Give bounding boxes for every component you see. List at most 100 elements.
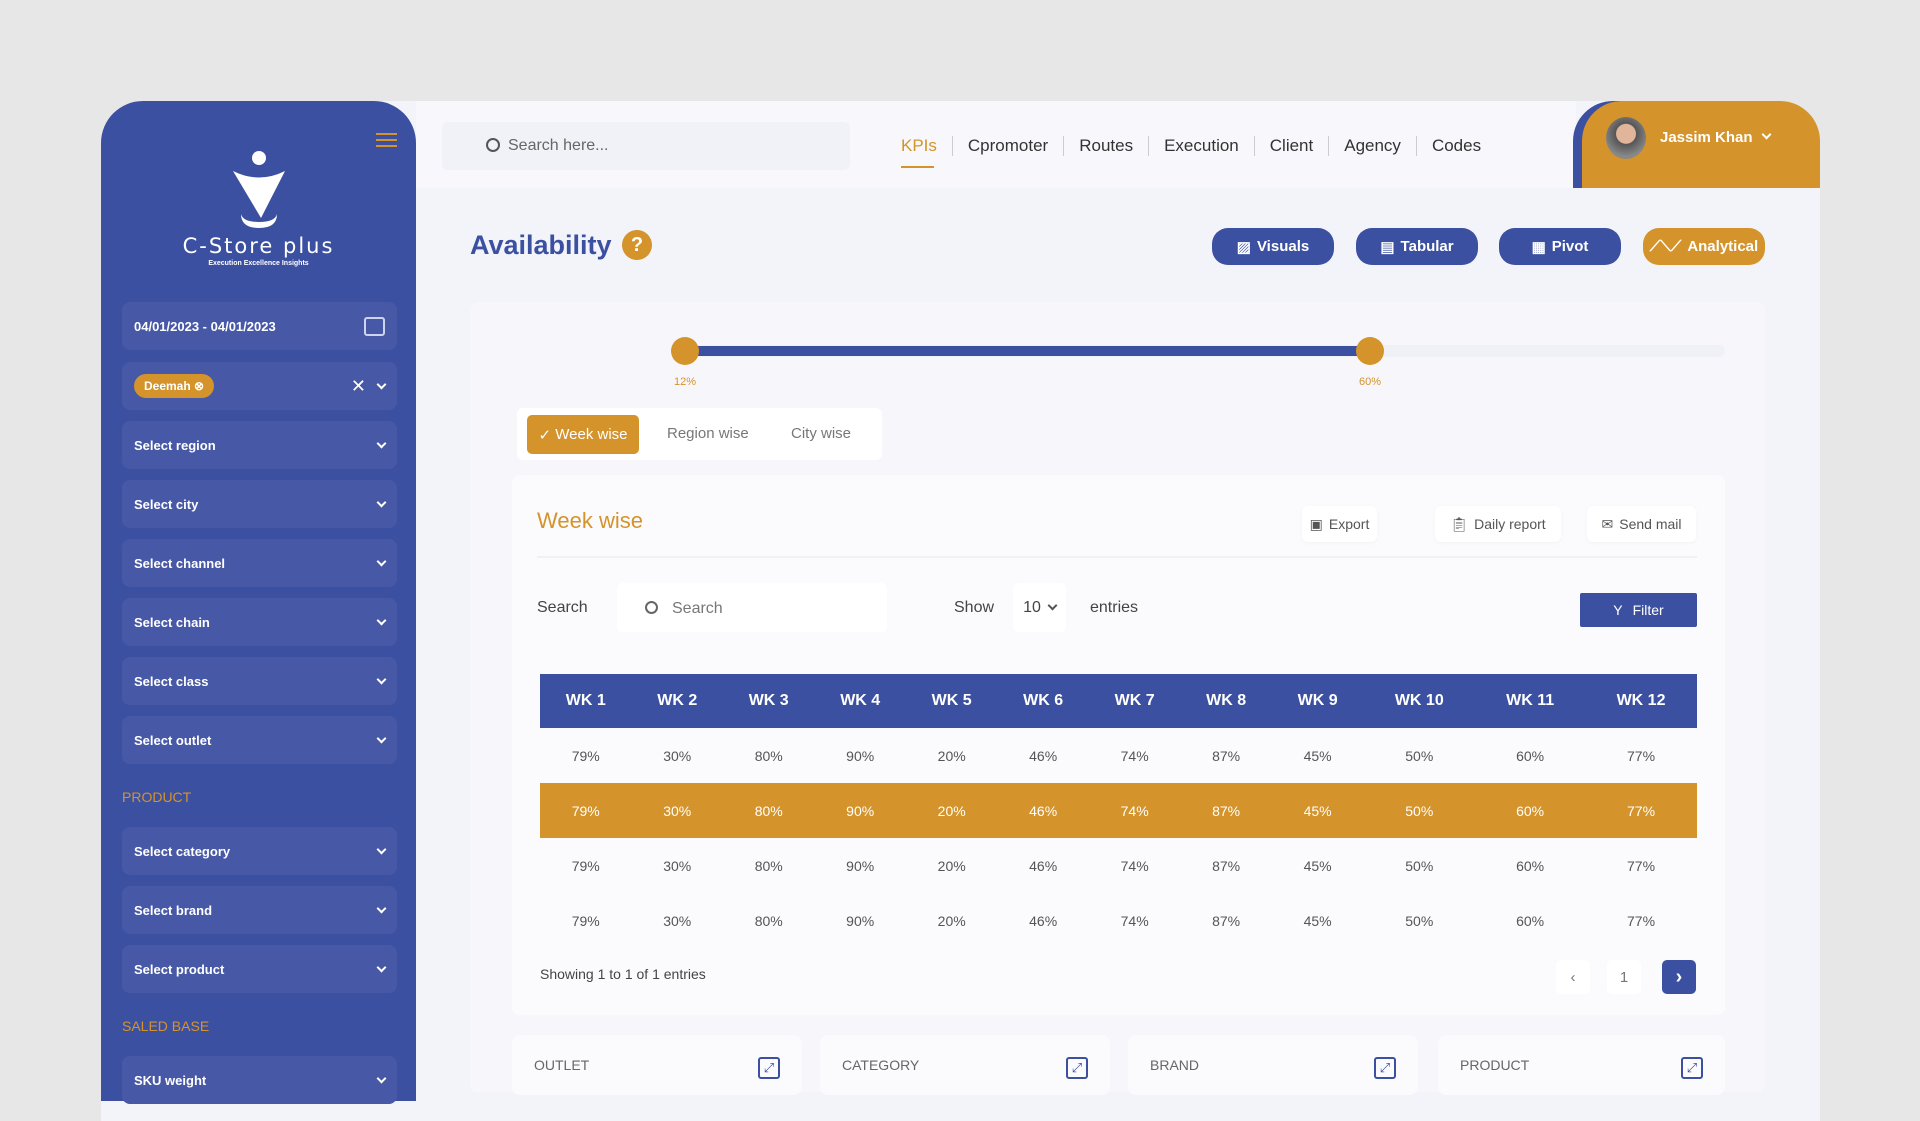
- city-select[interactable]: Select city: [122, 480, 397, 528]
- column-header[interactable]: WK 11: [1475, 674, 1586, 728]
- user-menu[interactable]: Jassim Khan: [1582, 101, 1820, 188]
- tab-region-wise[interactable]: Region wise: [667, 425, 749, 442]
- analytical-button[interactable]: ⟋⟍⟋ Analytical: [1643, 228, 1765, 265]
- showing-entries: Showing 1 to 1 of 1 entries: [540, 966, 706, 982]
- expand-icon[interactable]: ⤢: [1066, 1057, 1088, 1079]
- button-label: Analytical: [1687, 238, 1759, 255]
- global-search[interactable]: Search here...: [442, 122, 850, 170]
- tabular-button[interactable]: ▤ Tabular: [1356, 228, 1478, 265]
- table-row[interactable]: 79% 30% 80% 90% 20% 46% 74% 87% 45% 50% 60% 77%: [540, 728, 1697, 783]
- chevron-down-icon: [376, 438, 387, 448]
- clear-icon[interactable]: ✕: [350, 375, 366, 396]
- chevron-down-icon: [376, 497, 387, 507]
- table-row[interactable]: 79% 30% 80% 90% 20% 46% 74% 87% 45% 50% 60% 77%: [540, 893, 1697, 948]
- expand-icon[interactable]: ⤢: [1681, 1057, 1703, 1079]
- logo-icon: [233, 151, 285, 228]
- entries-label: entries: [1090, 599, 1139, 616]
- table-cell: 45%: [1303, 857, 1332, 874]
- column-header[interactable]: WK 6: [997, 674, 1089, 728]
- table-row[interactable]: 79% 30% 80% 90% 20% 46% 74% 87% 45% 50% 60% 77%: [540, 838, 1697, 893]
- table-cell: 74%: [1120, 912, 1149, 929]
- filter-icon: Y: [1613, 602, 1623, 618]
- filter-button[interactable]: Y Filter: [1580, 593, 1697, 627]
- tab-city-wise[interactable]: City wise: [791, 425, 852, 442]
- table-cell: 30%: [631, 783, 723, 838]
- chevron-down-icon: [376, 674, 387, 684]
- table-cell: 79%: [571, 747, 600, 764]
- nav-cpromoter[interactable]: Cpromoter: [951, 136, 1063, 156]
- column-header[interactable]: WK 9: [1271, 674, 1364, 728]
- table-cell: 79%: [571, 857, 600, 874]
- top-nav: KPIs Cpromoter Routes Execution Client A…: [886, 136, 1496, 156]
- product-select[interactable]: Select product: [122, 945, 397, 993]
- show-label: Show: [954, 599, 995, 616]
- card-label: BRAND: [1150, 1057, 1200, 1073]
- column-header[interactable]: WK 10: [1363, 674, 1476, 728]
- table-cell: 50%: [1405, 857, 1434, 874]
- prev-page-button[interactable]: ‹: [1556, 960, 1590, 994]
- nav-codes[interactable]: Codes: [1415, 136, 1496, 156]
- week-table: WK 1 WK 2 WK 3 WK 4 WK 5 WK 6 WK 7 WK 8 WK 9 WK 1…: [540, 674, 1697, 948]
- column-header[interactable]: WK 1: [540, 674, 632, 728]
- visuals-button[interactable]: ▨ Visuals: [1212, 228, 1334, 265]
- range-slider-high-handle[interactable]: [1356, 337, 1384, 365]
- table-cell: 80%: [754, 912, 783, 929]
- nav-agency[interactable]: Agency: [1328, 136, 1416, 156]
- table-cell: 87%: [1180, 783, 1272, 838]
- channel-select[interactable]: Select channel: [122, 539, 397, 587]
- column-header[interactable]: WK 2: [631, 674, 723, 728]
- tab-week-wise[interactable]: ✓ Week wise: [527, 415, 639, 454]
- table-cell: 77%: [1627, 857, 1656, 874]
- send-mail-button[interactable]: ✉ Send mail: [1587, 506, 1696, 542]
- product-section-label: PRODUCT: [122, 789, 192, 805]
- next-page-button[interactable]: ›: [1662, 960, 1696, 994]
- chevron-down-icon[interactable]: [376, 379, 387, 389]
- nav-client[interactable]: Client: [1253, 136, 1328, 156]
- table-cell: 80%: [754, 747, 783, 764]
- select-label: Select region: [134, 437, 216, 453]
- brand-select[interactable]: Select brand: [122, 886, 397, 934]
- date-range-picker[interactable]: 04/01/2023 - 04/01/2023: [122, 302, 397, 350]
- pivot-button[interactable]: ▦ Pivot: [1499, 228, 1621, 265]
- column-header[interactable]: WK 5: [905, 674, 998, 728]
- help-icon[interactable]: ?: [622, 230, 652, 260]
- calendar-icon: [364, 316, 385, 336]
- menu-icon[interactable]: [376, 133, 397, 147]
- nav-routes[interactable]: Routes: [1063, 136, 1148, 156]
- table-cell: 45%: [1271, 783, 1364, 838]
- client-select[interactable]: Deemah ⊗ ✕: [122, 362, 397, 410]
- chain-select[interactable]: Select chain: [122, 598, 397, 646]
- week-wise-card: [512, 475, 1725, 1015]
- sku-weight-select[interactable]: SKU weight: [122, 1056, 397, 1104]
- image-icon: ▨: [1236, 238, 1251, 256]
- nav-execution[interactable]: Execution: [1148, 136, 1254, 156]
- export-button[interactable]: ▣ Export: [1302, 506, 1377, 542]
- column-header[interactable]: WK 3: [722, 674, 815, 728]
- table-search-input[interactable]: Search: [617, 583, 887, 632]
- range-slider-low-handle[interactable]: [671, 337, 699, 365]
- entries-select[interactable]: 10: [1013, 583, 1066, 632]
- brand-tagline: Execution Excellence Insights: [208, 260, 309, 267]
- category-select[interactable]: Select category: [122, 827, 397, 875]
- expand-icon[interactable]: ⤢: [758, 1057, 780, 1079]
- table-cell: 20%: [937, 912, 966, 929]
- select-label: Select brand: [134, 902, 213, 918]
- class-select[interactable]: Select class: [122, 657, 397, 705]
- expand-icon[interactable]: ⤢: [1374, 1057, 1396, 1079]
- table-cell: 20%: [937, 747, 966, 764]
- outlet-select[interactable]: Select outlet: [122, 716, 397, 764]
- line-chart-icon: ⟋⟍⟋: [1649, 238, 1682, 255]
- column-header[interactable]: WK 4: [814, 674, 906, 728]
- region-select[interactable]: Select region: [122, 421, 397, 469]
- column-header[interactable]: WK 8: [1180, 674, 1272, 728]
- column-header[interactable]: WK 12: [1585, 674, 1697, 728]
- selected-tag[interactable]: Deemah ⊗: [134, 374, 215, 398]
- column-header[interactable]: WK 7: [1088, 674, 1181, 728]
- nav-kpis[interactable]: KPIs: [901, 136, 937, 155]
- daily-report-button[interactable]: 📋︎ Daily report: [1435, 506, 1561, 542]
- saled-base-section-label: SALED BASE: [122, 1018, 210, 1034]
- table-row[interactable]: 79% 30% 80% 90% 20% 46% 74% 87% 45% 50% 60% 77%: [540, 783, 1697, 838]
- mail-icon: ✉: [1601, 515, 1614, 532]
- avatar: [1606, 116, 1646, 159]
- page-1-button[interactable]: 1: [1607, 960, 1641, 994]
